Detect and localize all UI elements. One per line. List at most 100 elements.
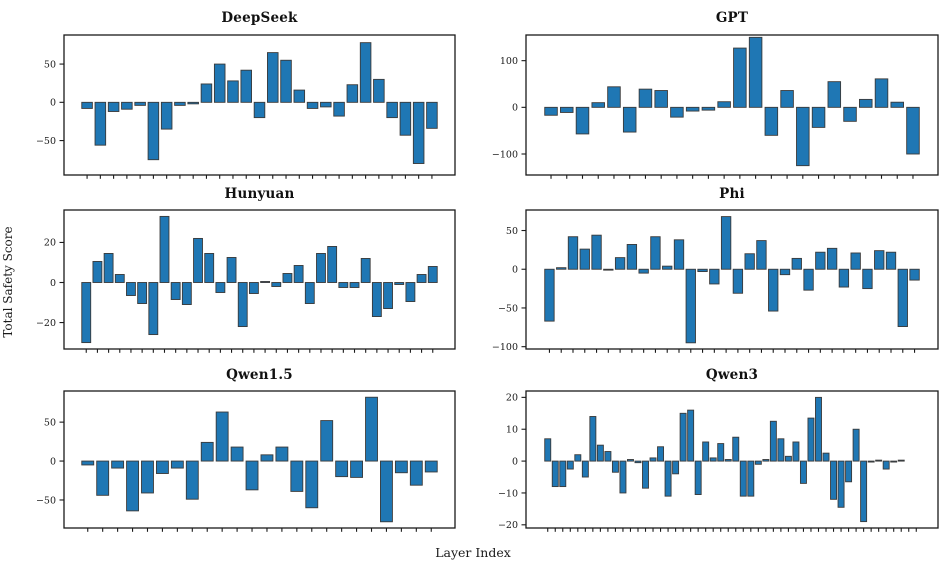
bar [227, 80, 239, 103]
bar [230, 446, 244, 462]
bar [702, 441, 710, 462]
y-tick-label: 100 [500, 56, 518, 67]
bar [107, 101, 120, 112]
bar [614, 257, 626, 270]
bar [756, 240, 767, 270]
bar [733, 47, 747, 108]
y-tick-label: −50 [36, 495, 56, 506]
bar [544, 106, 558, 116]
y-tick-label: 20 [506, 393, 518, 404]
bar [275, 446, 289, 462]
bar [611, 460, 619, 473]
bar [111, 460, 125, 469]
bar [412, 101, 425, 164]
bar [293, 89, 306, 103]
bar [338, 282, 349, 288]
bar [837, 460, 845, 508]
bar [566, 460, 574, 470]
bar [822, 452, 830, 462]
bar [215, 282, 226, 293]
bar [160, 101, 173, 130]
chart-canvas-phi: 50 0 −50 −100 [492, 209, 939, 353]
bar [867, 460, 875, 463]
bar [882, 460, 890, 470]
bar [657, 446, 665, 462]
plot-frame [63, 390, 456, 529]
y-tick-label: −100 [492, 149, 518, 160]
bar [424, 460, 438, 473]
bar [305, 460, 319, 509]
bar [365, 396, 378, 462]
bar [126, 282, 136, 296]
bar [320, 420, 334, 462]
bar [551, 460, 559, 488]
bar [909, 268, 920, 281]
bar [685, 268, 696, 344]
bar [371, 282, 382, 317]
bar [885, 251, 897, 270]
bar [155, 460, 169, 474]
bar [634, 460, 642, 464]
y-tick-label: 0 [512, 103, 518, 114]
plot-frame [525, 209, 939, 350]
bar [159, 215, 170, 283]
bar [826, 247, 838, 270]
bar [282, 273, 293, 283]
bar [360, 258, 371, 283]
bar [732, 436, 740, 462]
bar [304, 282, 315, 304]
bar [744, 253, 755, 270]
bar [94, 101, 107, 146]
bar [333, 101, 345, 117]
bar [619, 460, 627, 494]
bar [811, 106, 826, 128]
bar [81, 101, 93, 109]
bar [720, 216, 732, 270]
bar [267, 52, 279, 103]
bar [596, 444, 604, 462]
bar [799, 460, 807, 484]
bar [852, 428, 860, 462]
bar [875, 459, 883, 462]
bar [638, 88, 653, 108]
bar [245, 460, 259, 491]
y-tick-label: 20 [44, 238, 56, 249]
bar [349, 282, 360, 288]
bar [170, 460, 184, 469]
y-tick-label: 10 [506, 425, 518, 436]
bar [148, 282, 159, 336]
bar [827, 81, 842, 108]
bar [603, 268, 614, 271]
bar [240, 69, 252, 103]
bar [807, 417, 815, 462]
bar [335, 460, 349, 478]
bar [141, 460, 154, 494]
bar [237, 282, 248, 328]
bar [890, 460, 898, 463]
bar [215, 411, 229, 462]
bar [890, 101, 904, 108]
bar [293, 265, 304, 283]
bar [843, 106, 857, 122]
bar [685, 106, 700, 112]
bar [316, 253, 326, 283]
bar [815, 396, 822, 462]
bar [373, 78, 385, 103]
bar [897, 268, 908, 327]
bar [874, 250, 885, 270]
subplot-title-qwen15: Qwen1.5 [226, 367, 293, 383]
bar [114, 274, 125, 283]
bar [544, 438, 552, 462]
bar [103, 253, 114, 283]
bar [724, 459, 732, 462]
bar [271, 282, 282, 287]
bar [747, 460, 755, 497]
y-tick-label: 50 [506, 226, 518, 237]
bar [260, 281, 271, 283]
bar [394, 460, 408, 474]
bar [732, 268, 744, 294]
bar [92, 261, 103, 283]
plot-frame [63, 209, 456, 350]
bar [544, 268, 555, 322]
